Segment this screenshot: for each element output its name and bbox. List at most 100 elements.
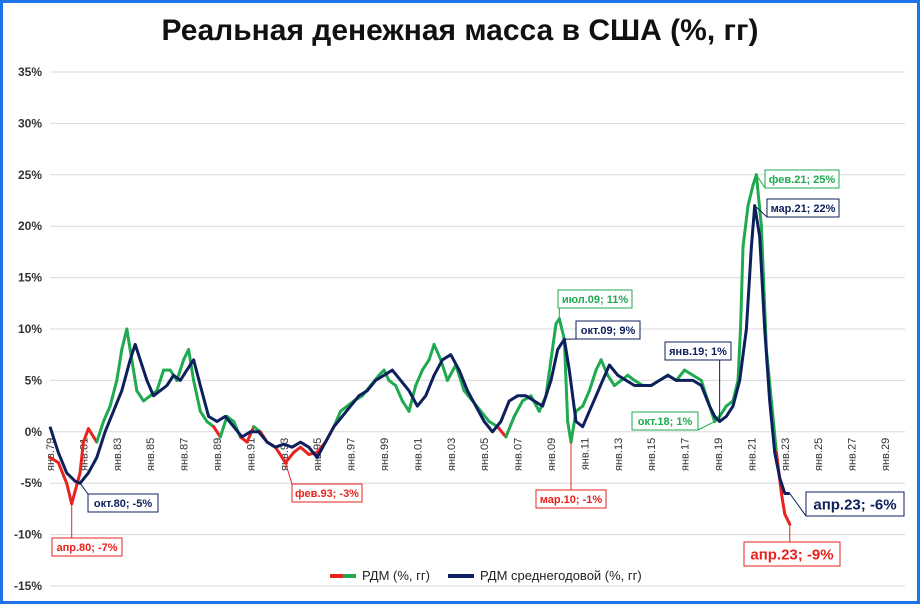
series-rdm-segment <box>769 399 778 454</box>
callout-label: фев.93; -3% <box>295 488 359 500</box>
y-tick-label: 20% <box>18 219 42 233</box>
series-rdm-segment <box>70 471 82 506</box>
x-tick-label: янв.85 <box>145 438 157 471</box>
callout: окт.09; 9% <box>564 320 641 340</box>
y-tick-label: 5% <box>25 373 43 387</box>
x-tick-label: янв.27 <box>847 438 859 471</box>
y-tick-label: 30% <box>18 116 42 130</box>
x-tick-label: янв.11 <box>579 438 591 470</box>
series-rdm-segment <box>427 342 436 362</box>
series-rdm-segment <box>298 445 311 456</box>
y-tick-label: 0% <box>25 425 43 439</box>
x-tick-label: янв.19 <box>713 438 725 471</box>
callout: окт.80; -5% <box>79 482 159 513</box>
callout: фев.93; -3% <box>284 462 363 503</box>
y-tick-label: -15% <box>14 579 42 593</box>
callout: окт.18; 1% <box>631 411 715 431</box>
grid-lines <box>50 71 905 587</box>
callout-label: мар.21; 22% <box>771 203 836 215</box>
series-rdm-segment <box>754 173 763 228</box>
series-rdm-segment <box>606 373 616 388</box>
x-tick-label: янв.99 <box>379 438 391 471</box>
y-tick-label: 25% <box>18 168 42 182</box>
series-rdm-segment <box>504 414 516 439</box>
series-rdm-segment <box>56 461 69 485</box>
x-tick-label: янв.17 <box>680 438 692 471</box>
callout: мар.10; -1% <box>535 442 607 509</box>
x-tick-label: янв.23 <box>780 438 792 471</box>
callout-box <box>575 320 641 340</box>
x-tick-label: янв.05 <box>479 438 491 471</box>
series-rdm-segment <box>445 363 458 382</box>
series-rdm-segment <box>155 368 166 393</box>
series-rdm-segment <box>130 358 139 393</box>
callout-box <box>631 411 699 431</box>
series-rdm-segment <box>479 409 491 424</box>
series-rdm-segment <box>691 373 703 382</box>
x-tick-label: янв.03 <box>446 438 458 471</box>
callout-label: апр.23; -9% <box>750 546 833 563</box>
series-rdm-segment <box>581 389 591 408</box>
x-tick-label: янв.15 <box>646 438 658 471</box>
x-tick-label: янв.89 <box>212 438 224 471</box>
y-axis-ticks: 35% 30% 25% 20% 15% 10% 5% 0% -5% -10% -15% <box>14 65 42 593</box>
callout-box <box>557 289 633 309</box>
y-tick-label: -10% <box>14 528 42 542</box>
series-rdm-segment <box>86 427 99 444</box>
callout-box <box>664 341 732 361</box>
series-rdm-segment <box>718 404 728 418</box>
callout-box <box>805 491 905 517</box>
legend-item-rdm: РДМ (%, гг) <box>330 568 430 583</box>
series-rdm-segment <box>78 440 85 475</box>
legend-item-rdm-avg: РДМ среднегодовой (%, гг) <box>448 568 642 583</box>
series-rdm-segment <box>683 368 695 377</box>
series-rdm-segment <box>739 245 745 331</box>
callout-leader <box>754 205 768 218</box>
series-rdm-avg-line <box>48 204 790 495</box>
callout-label: окт.18; 1% <box>638 416 693 428</box>
callout: фев.21; 25% <box>755 169 840 189</box>
legend-label-rdm: РДМ (%, гг) <box>362 568 430 583</box>
callout: апр.23; -6% <box>789 491 905 517</box>
callout-leader <box>789 493 807 517</box>
series-rdm-segment <box>135 389 146 403</box>
callout-box <box>51 537 123 557</box>
series-rdm-segment <box>218 414 229 439</box>
callout-label: июл.09; 11% <box>562 294 629 306</box>
x-tick-label: янв.25 <box>813 438 825 471</box>
callout-leader <box>79 482 89 495</box>
legend-label-rdm-avg: РДМ среднегодовой (%, гг) <box>480 568 642 583</box>
callout: июл.09; 11% <box>557 289 633 319</box>
callout-label: янв.19; 1% <box>669 346 727 358</box>
series-rdm-segment <box>549 322 558 362</box>
series-rdm-segment <box>245 425 256 444</box>
callout: апр.80; -7% <box>51 503 123 557</box>
x-tick-label: янв.29 <box>880 438 892 471</box>
legend-swatch-rdm-avg <box>448 573 474 578</box>
callout-box <box>535 489 607 509</box>
series-rdm-segment <box>400 399 411 413</box>
series-rdm-segment <box>198 409 209 424</box>
callout-box <box>764 169 840 189</box>
chart-title: Реальная денежная масса в США (%, гг) <box>161 14 759 47</box>
x-tick-label: янв.83 <box>112 438 124 471</box>
callout-box <box>766 198 840 218</box>
x-tick-label: янв.21 <box>746 438 758 471</box>
x-tick-label: янв.91 <box>245 438 257 471</box>
series-rdm-segment <box>81 427 90 444</box>
callout-label: апр.80; -7% <box>56 542 117 554</box>
series-rdm-segment <box>108 378 119 408</box>
callout-label: фев.21; 25% <box>769 174 836 186</box>
series-rdm-segment <box>783 512 792 526</box>
series-rdm-segment <box>496 425 508 439</box>
series-rdm-segment <box>736 327 743 382</box>
series-rdm-segment <box>283 450 296 465</box>
y-tick-label: 10% <box>18 322 42 336</box>
series-rdm-segment <box>432 342 443 362</box>
series-rdm-segment <box>101 404 112 424</box>
series-rdm-segment <box>48 456 60 465</box>
callout-leader <box>284 462 293 485</box>
series-rdm-segment <box>741 204 750 249</box>
legend-swatch-rdm <box>330 573 356 578</box>
